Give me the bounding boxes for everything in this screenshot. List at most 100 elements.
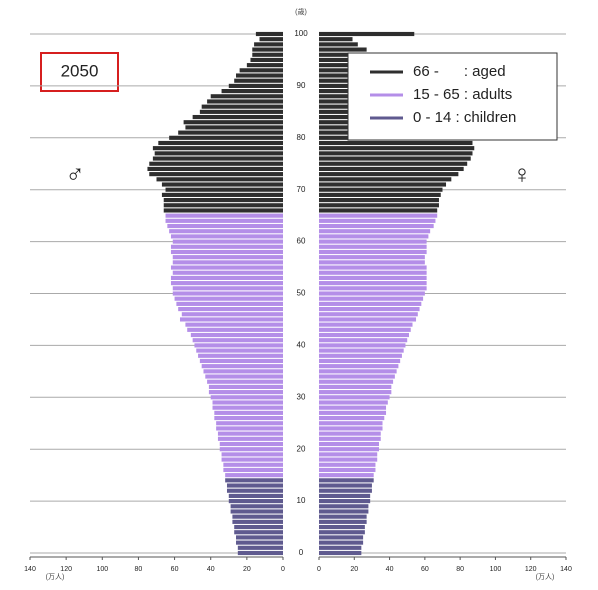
female-bar <box>319 327 411 332</box>
female-bar <box>319 415 385 421</box>
x-tick-label: 0 <box>317 566 321 573</box>
female-bar <box>319 234 429 239</box>
x-tick-label: 140 <box>560 566 572 573</box>
male-bar <box>236 73 283 78</box>
male-bar <box>255 31 283 37</box>
female-bar <box>319 208 438 213</box>
female-bar <box>319 146 475 151</box>
male-bar <box>152 146 283 151</box>
y-tick-label: 100 <box>294 29 308 38</box>
male-bar <box>232 519 283 524</box>
female-bar <box>319 545 362 550</box>
female-bar <box>319 260 425 265</box>
male-bar <box>185 125 283 130</box>
y-tick-label: 30 <box>297 392 306 401</box>
x-tick-label: 120 <box>60 566 72 573</box>
female-symbol: ♀ <box>512 159 532 189</box>
male-bar <box>208 384 283 389</box>
male-bar <box>228 83 283 88</box>
male-bar <box>169 229 283 234</box>
male-bar <box>154 151 283 156</box>
male-bar <box>172 291 283 296</box>
legend-label: 15 - 65 : adults <box>413 86 512 103</box>
female-bar <box>319 218 436 223</box>
female-bar <box>319 493 371 498</box>
male-bar <box>165 187 283 192</box>
female-bar <box>319 395 390 400</box>
male-bar <box>192 338 283 343</box>
female-bar <box>319 524 365 530</box>
male-bar <box>165 218 283 223</box>
male-bar <box>207 379 283 384</box>
male-bar <box>210 395 283 400</box>
female-bar <box>319 322 413 327</box>
male-bar <box>223 462 283 467</box>
x-tick-label: 80 <box>135 566 143 573</box>
x-tick-label: 100 <box>96 566 108 573</box>
male-bar <box>232 514 283 519</box>
male-bar <box>236 535 283 540</box>
x-tick-label: 80 <box>456 566 464 573</box>
male-bar <box>199 358 283 364</box>
female-bar <box>319 473 374 478</box>
male-bar <box>234 530 283 535</box>
value-unit: (万人) <box>46 573 65 581</box>
male-bar <box>181 312 283 317</box>
female-bar <box>319 223 434 229</box>
title-box <box>40 52 119 92</box>
male-bar <box>221 457 283 462</box>
x-tick-label: 60 <box>171 566 179 573</box>
legend-label: 66 - : aged <box>413 63 506 80</box>
male-bar <box>252 47 283 52</box>
female-bar <box>319 42 358 47</box>
male-bar <box>239 68 283 73</box>
male-bar <box>214 410 283 415</box>
male-bar <box>170 265 283 270</box>
female-bar <box>319 519 367 524</box>
female-bar <box>319 286 427 291</box>
male-bar <box>185 322 283 327</box>
female-bar <box>319 161 468 166</box>
value-unit: (万人) <box>536 573 555 581</box>
male-bar <box>170 234 283 239</box>
female-bar <box>319 530 365 535</box>
y-tick-label: 90 <box>297 81 306 90</box>
x-tick-label: 40 <box>207 566 215 573</box>
male-bar <box>198 353 283 358</box>
male-bar <box>170 249 283 255</box>
male-bar <box>226 488 283 493</box>
female-bar <box>319 281 427 286</box>
male-bar <box>259 37 283 42</box>
female-bar <box>319 244 427 249</box>
female-bar <box>319 483 372 488</box>
female-bar <box>319 47 367 52</box>
male-bar <box>170 275 283 281</box>
male-bar <box>246 63 283 68</box>
male-bar <box>219 441 283 447</box>
male-bar <box>237 550 283 556</box>
male-bar <box>217 436 283 441</box>
y-tick-label: 50 <box>297 289 306 298</box>
male-bar <box>226 483 283 488</box>
male-bar <box>225 473 283 478</box>
x-tick-label: 60 <box>421 566 429 573</box>
male-bar <box>163 208 283 213</box>
female-bar <box>319 540 364 545</box>
x-tick-label: 20 <box>243 566 251 573</box>
female-bar <box>319 177 452 182</box>
male-bar <box>250 57 283 63</box>
female-bar <box>319 255 425 260</box>
female-bar <box>319 504 369 509</box>
female-bar <box>319 509 369 514</box>
male-bar <box>212 400 283 405</box>
female-bar <box>319 431 381 436</box>
y-tick-label: 70 <box>297 185 306 194</box>
female-bar <box>319 166 464 172</box>
female-bar <box>319 390 392 395</box>
male-bar <box>236 540 283 545</box>
female-bar <box>319 374 395 379</box>
male-bar <box>254 42 283 47</box>
male-bar <box>237 545 283 550</box>
male-bar <box>163 198 283 203</box>
male-bar <box>221 452 283 457</box>
